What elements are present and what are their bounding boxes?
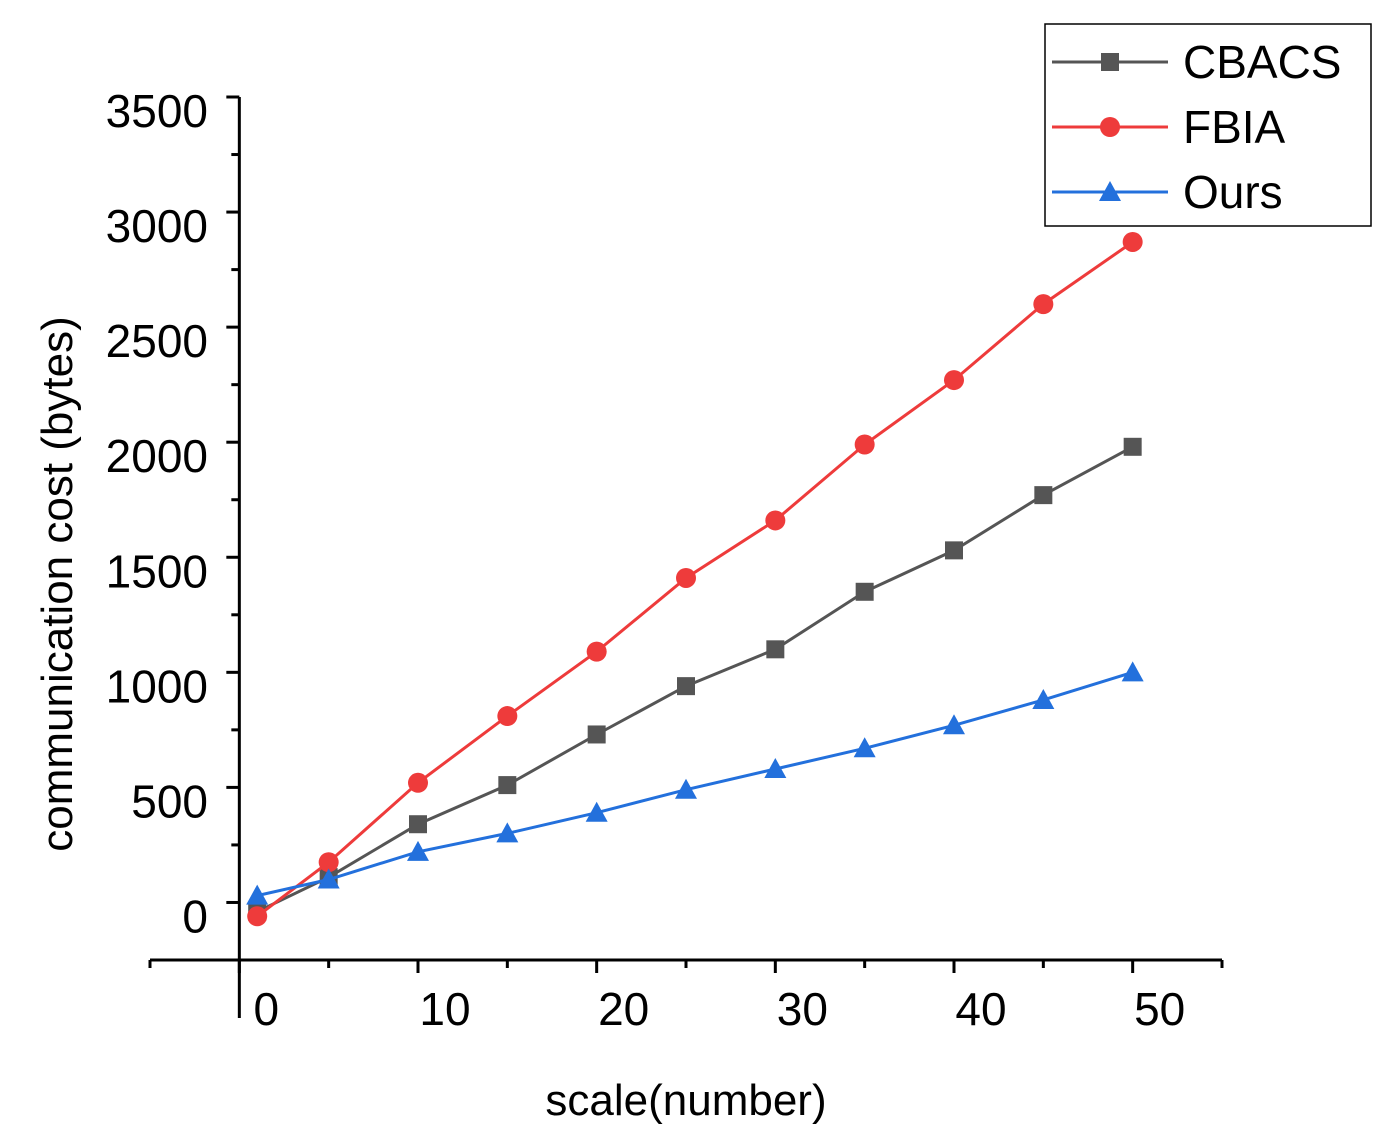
x-axis-title: scale(number) — [545, 1076, 826, 1125]
series-layer — [246, 231, 1144, 927]
data-point-ours — [675, 778, 697, 799]
y-tick-label: 2500 — [106, 315, 208, 367]
y-tick-label: 1500 — [106, 545, 208, 597]
legend-label-ours: Ours — [1183, 166, 1283, 218]
data-point-fbia — [497, 706, 518, 727]
legend-entry-cbacs: CBACS — [1052, 36, 1341, 88]
data-point-fbia — [944, 370, 964, 391]
data-point-ours — [407, 840, 429, 861]
data-point-cbacs — [766, 640, 785, 659]
x-tick-label: 50 — [1134, 983, 1185, 1035]
y-tick-label: 500 — [131, 775, 208, 827]
data-point-ours — [1032, 688, 1055, 709]
legend-entry-fbia: FBIA — [1052, 101, 1286, 153]
data-point-cbacs — [1034, 486, 1053, 505]
data-point-ours — [317, 868, 340, 889]
data-point-cbacs — [587, 725, 606, 744]
y-tick-label: 3000 — [106, 200, 208, 252]
data-point-fbia — [408, 772, 428, 793]
y-axis-title: communication cost (bytes) — [33, 316, 82, 852]
data-point-fbia — [586, 641, 607, 662]
legend-marker-fbia — [1100, 117, 1120, 137]
data-point-fbia — [676, 567, 696, 588]
data-point-fbia — [247, 906, 268, 927]
series-cbacs — [248, 437, 1142, 921]
data-point-cbacs — [498, 776, 517, 795]
y-tick-label: 2000 — [106, 430, 208, 482]
y-tick-label: 3500 — [106, 85, 208, 137]
data-point-cbacs — [677, 677, 695, 696]
data-point-cbacs — [1123, 437, 1142, 456]
data-point-fbia — [765, 510, 786, 531]
legend: CBACS FBIA Ours — [1044, 23, 1372, 227]
data-point-fbia — [854, 434, 875, 455]
series-fbia — [247, 231, 1143, 927]
data-point-ours — [585, 801, 608, 822]
data-point-fbia — [1122, 231, 1143, 252]
data-point-ours — [246, 884, 269, 905]
series-ours — [246, 661, 1144, 905]
x-tick-label: 0 — [254, 983, 280, 1035]
y-tick-label: 0 — [182, 890, 208, 942]
data-point-fbia — [318, 852, 339, 873]
y-tick-label: 1000 — [106, 660, 208, 712]
legend-label-cbacs: CBACS — [1183, 36, 1341, 88]
data-point-ours — [943, 714, 965, 735]
data-point-cbacs — [409, 815, 427, 834]
data-point-ours — [764, 757, 787, 778]
data-point-fbia — [1033, 294, 1054, 315]
data-point-cbacs — [945, 541, 963, 560]
x-tick-label: 30 — [777, 983, 828, 1035]
legend-marker-cbacs — [1101, 53, 1119, 71]
data-point-ours — [853, 737, 876, 758]
x-tick-label: 40 — [955, 983, 1006, 1035]
legend-label-fbia: FBIA — [1183, 101, 1286, 153]
data-point-ours — [496, 822, 519, 843]
data-point-cbacs — [855, 582, 874, 601]
legend-marker-ours — [1099, 181, 1121, 201]
x-tick-label: 10 — [419, 983, 470, 1035]
series-line-ours — [256, 670, 1134, 898]
x-tick-label: 20 — [598, 983, 649, 1035]
legend-entry-ours: Ours — [1052, 166, 1283, 218]
data-point-ours — [1121, 661, 1144, 682]
